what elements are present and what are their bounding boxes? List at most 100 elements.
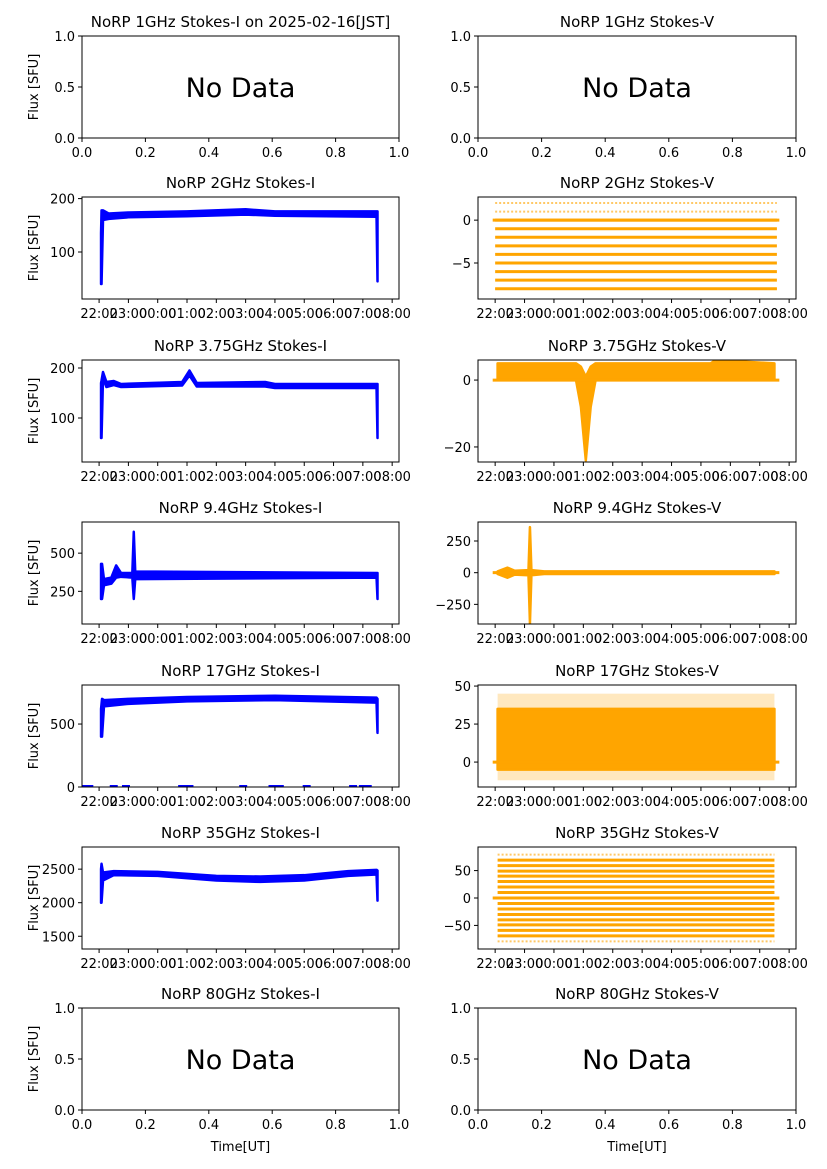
chart-title: NoRP 80GHz Stokes-V <box>555 985 720 1003</box>
x-tick-label: 0.8 <box>325 1118 346 1133</box>
y-tick-label: 50 <box>454 865 471 880</box>
y-tick-label: 0 <box>463 892 471 907</box>
x-tick-label: 07:00 <box>344 470 381 485</box>
x-tick-label: 06:00 <box>315 795 352 810</box>
x-tick-label: 02:00 <box>198 307 235 322</box>
x-tick-label: 01:00 <box>565 957 602 972</box>
x-tick-label: 07:00 <box>344 632 381 647</box>
y-axis-label: Flux [SFU] <box>27 1026 42 1093</box>
x-tick-label: 22:00 <box>80 632 117 647</box>
x-tick-label: 04:00 <box>256 795 293 810</box>
x-tick-label: 06:00 <box>315 307 352 322</box>
x-tick-label: 03:00 <box>623 632 660 647</box>
data-band <box>99 694 379 738</box>
x-tick-label: 07:00 <box>344 795 381 810</box>
chart-title: NoRP 3.75GHz Stokes-I <box>154 337 327 355</box>
x-tick-label: 0.6 <box>262 146 283 161</box>
x-tick-label: 08:00 <box>770 632 807 647</box>
data-marks <box>99 369 379 440</box>
x-tick-label: 02:00 <box>198 632 235 647</box>
y-tick-label: 0 <box>67 781 75 796</box>
x-tick-label: 01:00 <box>565 795 602 810</box>
chart-title: NoRP 3.75GHz Stokes-V <box>548 337 727 355</box>
data-band <box>496 707 776 771</box>
x-tick-label: 22:00 <box>476 795 513 810</box>
chart-title: NoRP 17GHz Stokes-V <box>555 662 720 680</box>
x-tick-label: 0.4 <box>198 146 219 161</box>
chart-title: NoRP 2GHz Stokes-V <box>560 174 715 192</box>
x-tick-label: 01:00 <box>168 470 205 485</box>
x-tick-label: 01:00 <box>565 307 602 322</box>
y-tick-label: 0.5 <box>54 1053 75 1068</box>
x-tick-label: 01:00 <box>565 470 602 485</box>
y-tick-label: −5 <box>452 257 471 272</box>
x-tick-label: 22:00 <box>80 957 117 972</box>
no-data-annotation: No Data <box>186 73 296 104</box>
y-tick-label: 200 <box>50 193 75 208</box>
x-tick-label: 00:00 <box>139 957 176 972</box>
chart-title: NoRP 1GHz Stokes-V <box>560 13 715 31</box>
panel-4: NoRP 3.75GHz Stokes-I Flux [SFU] 100 200 22:… <box>27 337 411 485</box>
x-tick-label: 03:00 <box>623 307 660 322</box>
y-tick-label: 0.0 <box>450 1104 471 1119</box>
axes-frame <box>81 196 400 300</box>
x-tick-label: 23:00 <box>110 632 147 647</box>
y-tick-label: 100 <box>50 246 75 261</box>
x-tick-label: 06:00 <box>315 470 352 485</box>
chart-title: NoRP 1GHz Stokes-I on 2025-02-16[JST] <box>91 13 391 31</box>
y-axis-label: Flux [SFU] <box>27 215 42 282</box>
x-tick-label: 08:00 <box>770 957 807 972</box>
no-data-annotation: No Data <box>582 1045 692 1076</box>
panel-12: No Data NoRP 80GHz Stokes-I Flux [SFU] Time… <box>27 985 409 1155</box>
axes-frame <box>81 521 400 625</box>
x-tick-label: 0.8 <box>722 1118 743 1133</box>
y-tick-label: 100 <box>50 412 75 427</box>
y-tick-label: −250 <box>435 598 471 613</box>
axes-frame <box>81 846 400 950</box>
x-tick-label: 03:00 <box>623 795 660 810</box>
y-tick-label: 0.0 <box>54 1104 75 1119</box>
chart-title: NoRP 35GHz Stokes-I <box>161 824 320 842</box>
no-data-annotation: No Data <box>186 1045 296 1076</box>
data-band <box>99 862 379 904</box>
data-marks <box>492 693 780 781</box>
x-tick-label: 02:00 <box>594 632 631 647</box>
axes-frame <box>477 196 797 300</box>
x-tick-label: 06:00 <box>712 470 749 485</box>
x-tick-label: 0.8 <box>722 146 743 161</box>
y-tick-label: 250 <box>446 535 471 550</box>
chart-title: NoRP 9.4GHz Stokes-I <box>159 499 323 517</box>
y-tick-label: −20 <box>444 441 471 456</box>
x-tick-label: 05:00 <box>682 795 719 810</box>
x-tick-label: 07:00 <box>741 307 778 322</box>
y-tick-label: 0 <box>463 756 471 771</box>
y-tick-label: 2500 <box>42 863 75 878</box>
x-tick-label: 1.0 <box>389 1118 410 1133</box>
x-tick-label: 04:00 <box>256 957 293 972</box>
data-marks <box>492 360 780 462</box>
x-tick-label: 08:00 <box>373 632 410 647</box>
x-tick-label: 23:00 <box>110 795 147 810</box>
x-tick-label: 0.0 <box>468 146 489 161</box>
y-tick-label: 2000 <box>42 897 75 912</box>
chart-title: NoRP 17GHz Stokes-I <box>161 662 320 680</box>
y-tick-label: 0 <box>463 214 471 229</box>
x-tick-label: 0.4 <box>595 1118 616 1133</box>
data-marks <box>82 694 379 787</box>
x-tick-label: 02:00 <box>594 470 631 485</box>
x-tick-label: 23:00 <box>506 795 543 810</box>
data-marks <box>492 202 780 291</box>
panel-8: NoRP 17GHz Stokes-I Flux [SFU] 0 500 22:0023… <box>27 662 411 810</box>
data-band <box>496 360 776 462</box>
y-tick-label: 0 <box>463 374 471 389</box>
x-tick-label: 0.0 <box>72 146 93 161</box>
y-tick-label: 250 <box>50 585 75 600</box>
y-tick-label: −50 <box>444 919 471 934</box>
x-tick-label: 05:00 <box>286 470 323 485</box>
x-tick-label: 05:00 <box>286 795 323 810</box>
x-tick-label: 04:00 <box>256 307 293 322</box>
x-tick-label: 00:00 <box>535 632 572 647</box>
x-tick-label: 04:00 <box>653 957 690 972</box>
x-tick-label: 01:00 <box>168 957 205 972</box>
